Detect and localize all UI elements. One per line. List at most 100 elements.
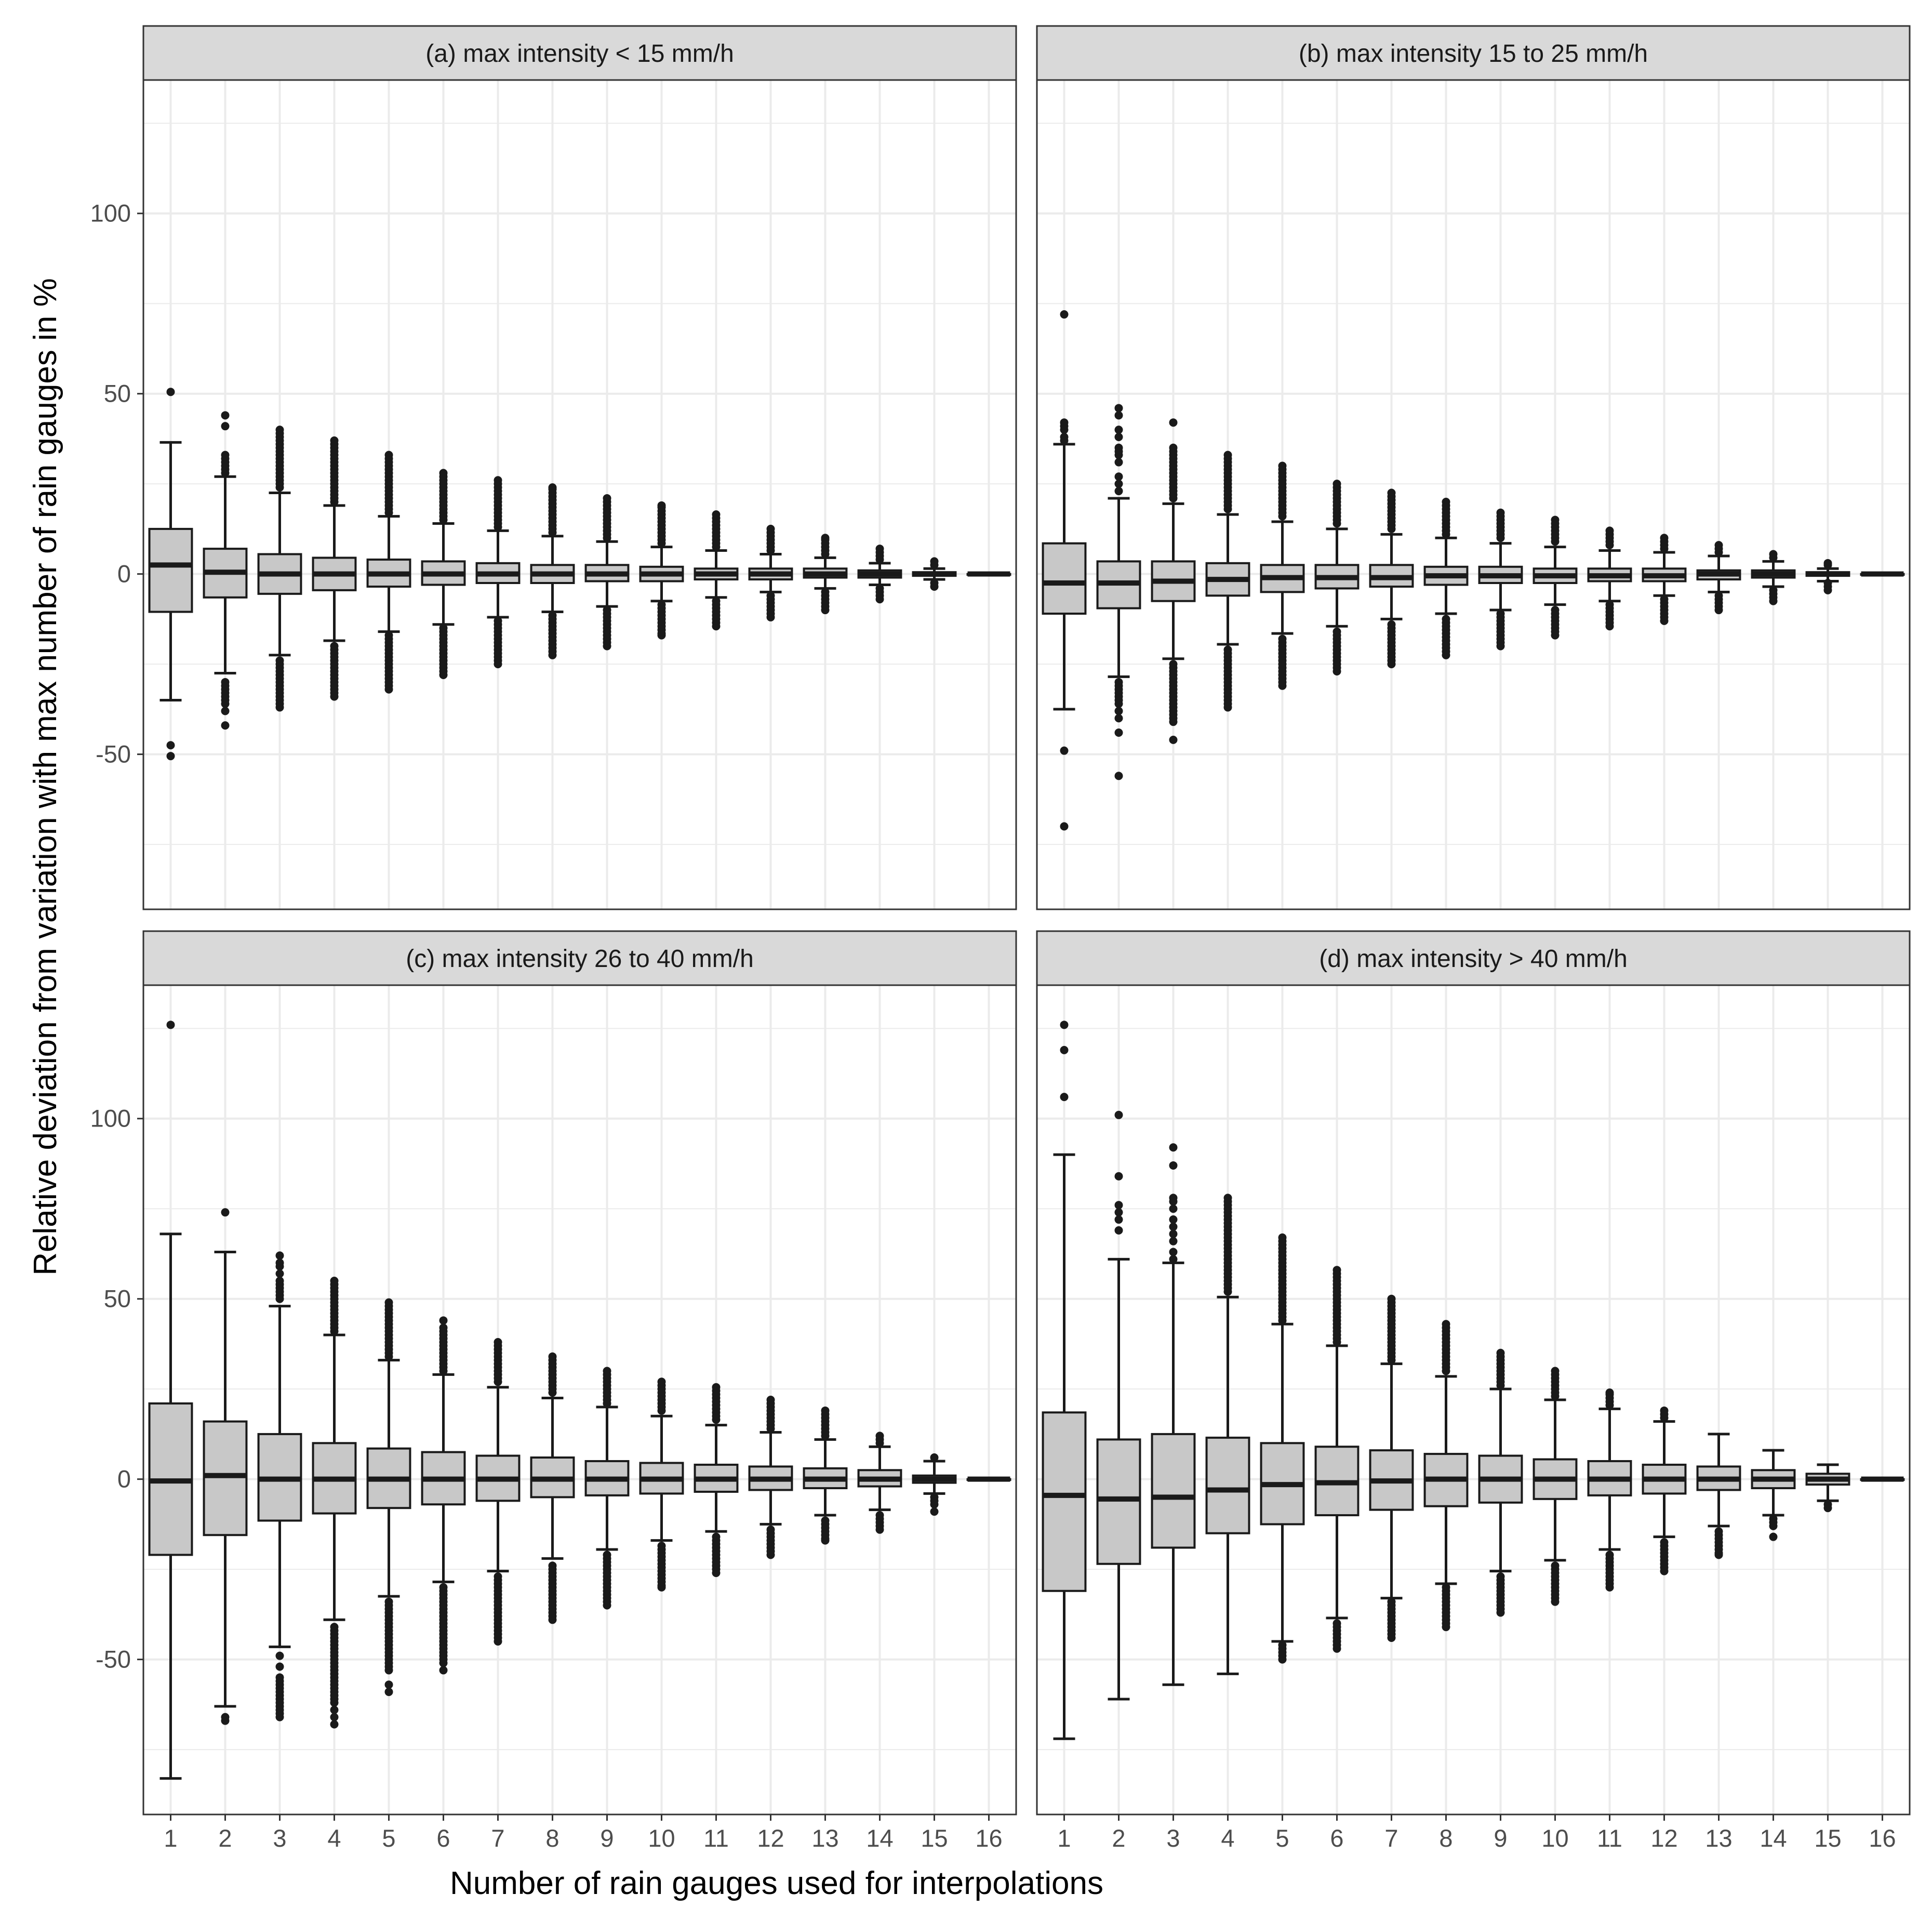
boxplot-2 [1096,1110,1141,1701]
outlier-point [1714,606,1723,615]
outlier-point [1114,487,1123,496]
outlier-point [330,1698,339,1707]
outlier-point [221,699,230,708]
outlier-point [1551,1367,1560,1375]
outlier-point [384,685,393,694]
outlier-point [1114,1215,1123,1224]
outlier-point [275,426,284,434]
outlier-point [548,651,557,659]
outlier-point [494,476,502,485]
outlier-point [1769,1521,1778,1530]
boxplot-15 [912,1453,957,1516]
x-tick-label: 11 [703,1824,729,1852]
x-tick-label: 10 [648,1824,675,1852]
facet-strip [1036,25,1911,81]
outlier-point [875,1525,884,1534]
outlier-point [1169,1204,1178,1213]
outlier-point [1114,1208,1123,1217]
outlier-point [712,1569,721,1578]
x-tick-label: 1 [164,1824,177,1852]
outlier-point [1714,1551,1723,1559]
outlier-point [1114,1110,1123,1119]
boxplot-2 [203,411,248,730]
outlier-point [1169,1248,1178,1256]
outlier-point [1223,451,1232,459]
boxplot-6 [1314,480,1360,676]
x-tick-label: 12 [757,1824,784,1852]
outlier-point [1278,1233,1287,1242]
outlier-point [1169,735,1178,744]
outlier-point [275,1258,284,1267]
outlier-point [1605,622,1614,631]
outlier-point [1387,1294,1396,1303]
outlier-point [330,1720,339,1729]
outlier-point [1823,586,1832,594]
x-axis-title: Number of rain gauges used for interpola… [450,1865,1103,1901]
y-axis-title: Relative deviation from variation with m… [28,278,63,1276]
outlier-point [330,1277,339,1286]
boxplot-9 [1478,1348,1523,1617]
outlier-point [1333,1644,1341,1653]
outlier-point [1169,1143,1178,1152]
outlier-point [766,613,775,621]
outlier-point [330,436,339,445]
outlier-point [1660,616,1669,625]
outlier-point [221,707,230,716]
outlier-point [1169,1215,1178,1224]
boxplot-8 [1423,497,1469,659]
outlier-point [439,1666,448,1675]
facet-title: (c) max intensity 26 to 40 mm/h [406,945,754,973]
box-iqr [1096,1438,1141,1565]
boxplot-9 [1478,508,1523,651]
box-iqr [203,1420,248,1536]
outlier-point [221,422,230,431]
outlier-point [875,1432,884,1440]
boxplot-9 [584,1367,630,1610]
boxplot-5 [366,1298,411,1697]
x-tick-label: 6 [436,1824,450,1852]
boxplot-5 [366,451,411,694]
boxplot-14 [857,1432,902,1534]
x-tick-label: 15 [921,1824,948,1852]
outlier-point [1551,515,1560,524]
outlier-point [1114,699,1123,708]
boxplot-15 [1805,559,1850,594]
outlier-point [166,752,175,761]
outlier-point [930,1500,939,1509]
outlier-point [930,557,939,566]
outlier-point [1169,1161,1178,1170]
outlier-point [712,510,721,519]
outlier-point [384,1688,393,1697]
outlier-point [1114,772,1123,780]
boxplot-3 [257,1251,302,1721]
outlier-point [821,1406,830,1415]
boxplot-10 [639,501,684,640]
boxplot-4 [312,1277,357,1729]
outlier-point [494,1637,502,1646]
outlier-point [1169,718,1178,726]
outlier-point [330,1713,339,1721]
outlier-point [1660,1406,1669,1415]
outlier-point [548,1615,557,1624]
outlier-point [1769,550,1778,559]
boxplot-2 [1096,404,1141,780]
outlier-point [275,1662,284,1671]
outlier-point [384,1680,393,1689]
boxplot-13 [1696,541,1741,615]
outlier-point [1114,1226,1123,1235]
outlier-point [439,670,448,679]
outlier-point [712,622,721,631]
boxplot-7 [475,1337,521,1646]
x-tick-label: 1 [1057,1824,1071,1852]
outlier-point [1387,488,1396,497]
outlier-point [1060,432,1069,441]
boxplot-10 [639,1377,684,1592]
outlier-point [1060,310,1069,319]
outlier-point [1060,1093,1069,1102]
outlier-point [330,692,339,701]
x-tick-label: 5 [382,1824,395,1852]
boxplot-6 [421,1316,466,1675]
outlier-point [384,451,393,459]
boxplot-16 [1860,571,1905,577]
outlier-point [548,483,557,492]
